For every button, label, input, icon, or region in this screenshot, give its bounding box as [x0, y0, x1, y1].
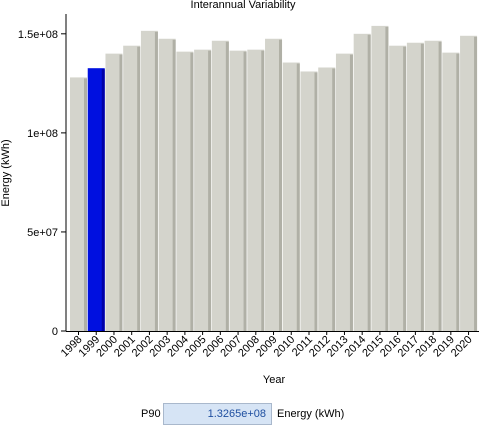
bar-edge-2003 [172, 39, 176, 332]
bar-2006 [211, 40, 229, 331]
bar-edge-2013 [349, 54, 353, 332]
y-tick-label: 1e+08 [27, 128, 58, 140]
bar-1998 [70, 77, 87, 332]
y-tick-label: 1.5e+08 [18, 29, 58, 41]
bar-2004 [176, 51, 194, 331]
bar-2003 [158, 38, 176, 332]
bar-2018 [424, 40, 442, 331]
bar-2015 [371, 25, 389, 331]
bar-edge-2014 [367, 34, 371, 332]
bar-edge-2012 [332, 68, 336, 332]
bar-edge-2006 [225, 41, 229, 331]
bar-2008 [247, 49, 265, 331]
p-value-label: P90 [141, 408, 161, 420]
bar-2020 [460, 35, 478, 331]
y-tick-label: 0 [52, 326, 58, 338]
bar-2019 [442, 52, 460, 331]
x-axis-label: Year [263, 374, 286, 386]
p-value-unit: Energy (kWh) [277, 408, 345, 420]
chart-title: Interannual Variability [191, 0, 296, 11]
bar-2013 [335, 53, 353, 332]
interannual-variability-chart: Interannual Variability Energy (kWh) Yea… [0, 0, 479, 386]
bar-2012 [318, 67, 336, 332]
bar-2000 [105, 53, 123, 332]
p-value-row: P90 1.3265e+08 Energy (kWh) [0, 403, 486, 427]
bar-2016 [389, 45, 407, 331]
bar-edge-2010 [296, 63, 300, 331]
bar-edge-2016 [403, 46, 407, 331]
bar-edge-2000 [119, 54, 123, 332]
bar-edge-2019 [456, 53, 460, 331]
bar-edge-2018 [438, 41, 442, 331]
x-axis-ticks: 1998199920002001200220032004200520062007… [59, 331, 475, 359]
y-axis-label: Energy (kWh) [0, 139, 12, 206]
bar-edge-2020 [474, 36, 478, 331]
bar-2011 [300, 71, 318, 332]
p-value-field[interactable]: 1.3265e+08 [163, 403, 272, 425]
bar-2005 [194, 49, 212, 331]
y-tick-label: 5e+07 [27, 227, 58, 239]
bar-edge-2008 [261, 50, 265, 331]
bar-edge-1999 [101, 69, 105, 331]
bar-2002 [140, 30, 158, 332]
bar-edge-2009 [279, 39, 283, 332]
bar-2017 [406, 42, 424, 331]
bar-edge-2005 [208, 50, 212, 331]
bar-series [70, 25, 478, 332]
bar-2014 [353, 33, 371, 332]
bar-2009 [265, 38, 283, 332]
bar-2001 [123, 45, 141, 331]
bar-edge-2007 [243, 51, 247, 332]
bar-edge-2017 [420, 43, 424, 331]
bar-2010 [282, 62, 300, 331]
bar-edge-2015 [385, 26, 389, 331]
bar-edge-2011 [314, 72, 318, 332]
bar-edge-2002 [154, 31, 158, 332]
y-axis-ticks: 0 5e+07 1e+08 1.5e+08 [18, 29, 66, 338]
bar-edge-1998 [84, 78, 87, 332]
bar-2007 [229, 50, 247, 332]
bar-edge-2001 [137, 46, 141, 331]
x-tick-label: 2020 [449, 334, 475, 360]
bar-1999 [87, 68, 105, 331]
bar-edge-2004 [190, 52, 194, 331]
